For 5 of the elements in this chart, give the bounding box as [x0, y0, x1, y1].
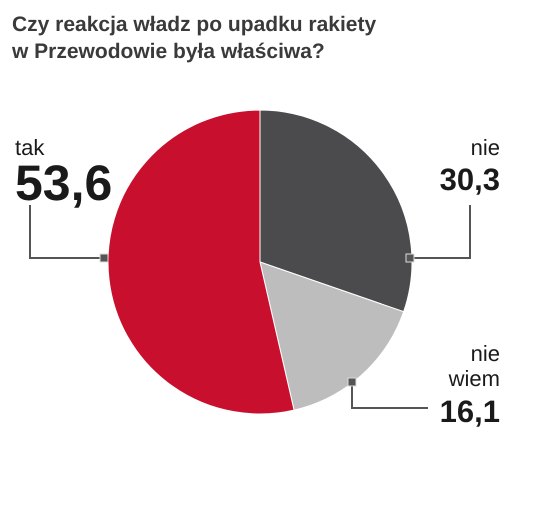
chart-title: Czy reakcja władz po upadku rakiety w Przewodowie była właściwa? — [11, 13, 376, 63]
data-label: 16,1 — [440, 394, 500, 429]
slice-label: nie — [470, 135, 500, 160]
slice-label: nie wiem — [448, 341, 500, 391]
data-label: 30,3 — [440, 162, 500, 197]
